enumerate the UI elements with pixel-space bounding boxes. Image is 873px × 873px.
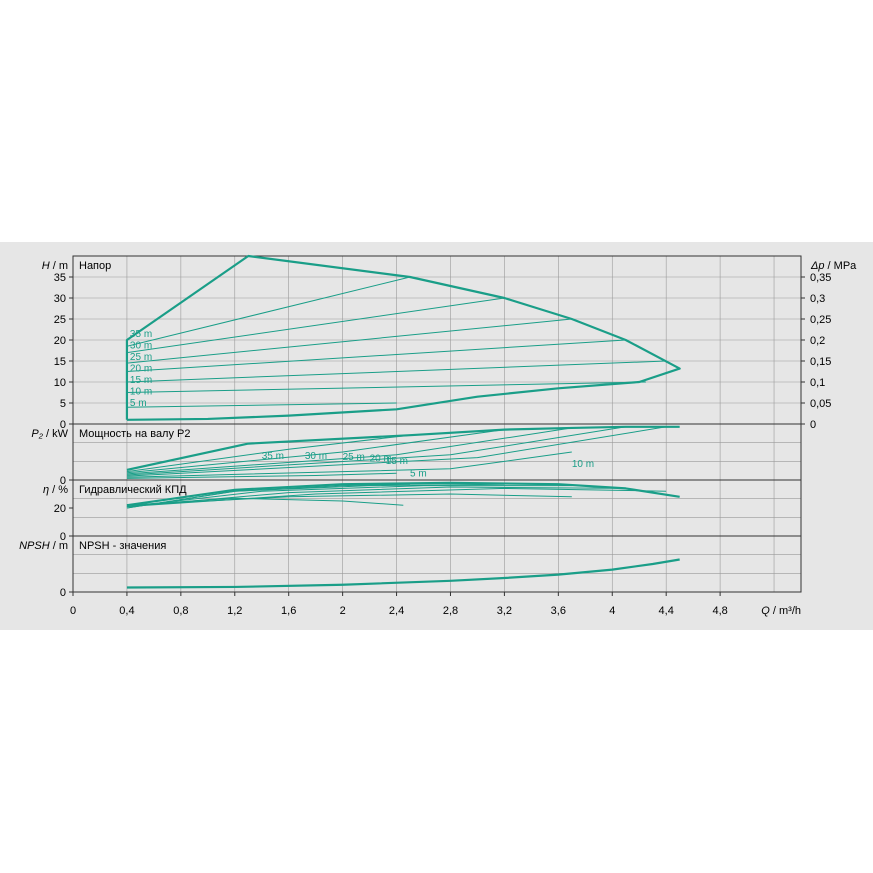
x-axis-label: Q / m³/h [761, 605, 801, 617]
y-axis-label-head: H / m [42, 260, 68, 272]
series-line-head [126, 339, 626, 372]
y-tick-label: 0 [60, 419, 66, 431]
right-tick-label: 0,05 [810, 398, 831, 410]
y-tick-label: 20 [54, 503, 66, 515]
panel-title-npsh: NPSH - значения [79, 540, 166, 552]
x-tick-label: 2 [340, 605, 346, 617]
series-line-head [126, 360, 667, 383]
right-tick-label: 0,2 [810, 335, 825, 347]
y-tick-label: 0 [60, 531, 66, 543]
y-axis-label-power: P₂ / kW [31, 428, 68, 440]
curve-label: 20 m [370, 454, 392, 465]
x-tick-label: 1,2 [227, 605, 242, 617]
series-line-power [126, 426, 626, 476]
chart-panel: Напор H / m 0 5 10 15 20 25 30 35 Δp / MPa 0 0,05 0,1… [0, 242, 873, 630]
panel-title-power: Мощность на валу P2 [79, 428, 191, 440]
curve-label: 30 m [305, 451, 327, 462]
plot-frame [69, 255, 805, 596]
series-line-npsh [126, 558, 680, 589]
series-line-head [126, 402, 397, 408]
series-line-power [126, 429, 505, 474]
y-tick-label: 30 [54, 293, 66, 305]
curve-label: 25 m [130, 352, 152, 363]
curve-label: 5 m [410, 469, 427, 480]
x-tick-label: 4,4 [659, 605, 674, 617]
y-tick-label: 10 [54, 377, 66, 389]
series-line-head [126, 297, 505, 354]
series-line-head [126, 318, 572, 364]
curve-label: 5 m [130, 398, 147, 409]
y-tick-label: 0 [60, 587, 66, 599]
curve-label: 20 m [130, 364, 152, 375]
curve-label: 25 m [343, 452, 365, 463]
x-tick-label: 0 [70, 605, 76, 617]
series-line-efficiency [126, 485, 572, 508]
curve-label: 10 m [130, 387, 152, 398]
x-tick-label: 4,8 [712, 605, 727, 617]
y-tick-label: 15 [54, 356, 66, 368]
y-tick-label: 5 [60, 398, 66, 410]
curve-label: 15 m [386, 456, 408, 467]
x-tick-label: 2,4 [389, 605, 404, 617]
x-tick-label: 2,8 [443, 605, 458, 617]
series-line-power [126, 472, 397, 479]
right-tick-label: 0,1 [810, 377, 825, 389]
curve-label: 15 m [130, 375, 152, 386]
y-tick-label: 20 [54, 335, 66, 347]
series-line-efficiency [126, 493, 572, 506]
x-tick-label: 3,2 [497, 605, 512, 617]
right-tick-label: 0,25 [810, 314, 831, 326]
curve-label: 35 m [130, 329, 152, 340]
panel-frame-npsh [72, 535, 802, 593]
right-axis-label: Δp / MPa [810, 260, 857, 272]
x-tick-label: 0,8 [173, 605, 188, 617]
x-tick-label: 0,4 [119, 605, 134, 617]
panel-title-head: Напор [79, 260, 111, 272]
head-envelope [125, 254, 681, 421]
series-line-power [126, 451, 572, 478]
series-line-head [126, 381, 646, 393]
series-line-head [126, 276, 411, 347]
right-tick-label: 0 [810, 419, 816, 431]
curve-label: 10 m [572, 459, 594, 470]
y-axis-label-npsh: NPSH / m [19, 540, 68, 552]
y-tick-label: 35 [54, 272, 66, 284]
y-axis-label-efficiency: η / % [43, 484, 68, 496]
series-group [125, 254, 681, 589]
panel-title-efficiency: Гидравлический КПД [79, 484, 187, 496]
series-line-efficiency [126, 497, 404, 506]
right-tick-label: 0,3 [810, 293, 825, 305]
x-tick-label: 4 [609, 605, 615, 617]
series-line-power [126, 426, 667, 477]
right-tick-label: 0,15 [810, 356, 831, 368]
x-tick-label: 1,6 [281, 605, 296, 617]
x-tick-label: 3,6 [551, 605, 566, 617]
series-line-power [126, 427, 572, 475]
y-tick-label: 25 [54, 314, 66, 326]
curve-label: 30 m [130, 340, 152, 351]
curve-label: 35 m [262, 451, 284, 462]
y-tick-label: 0 [60, 475, 66, 487]
series-line-efficiency [126, 483, 505, 509]
series-line-power [126, 434, 411, 473]
right-tick-label: 0,35 [810, 272, 831, 284]
